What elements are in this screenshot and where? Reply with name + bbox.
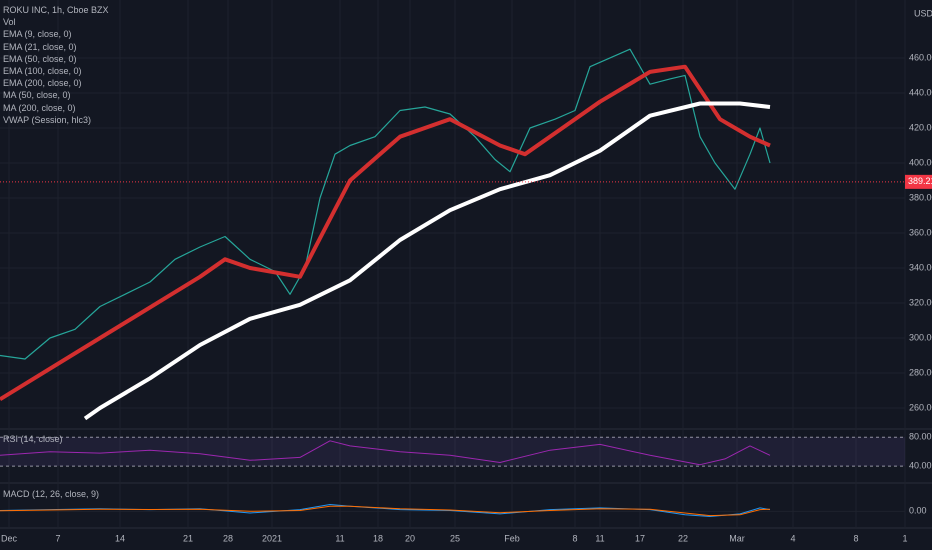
x-tick-label: 1 [902,533,907,543]
y-tick-label: 400.00 [909,157,932,167]
indicator: Vol [3,17,16,28]
y-tick-label: 260.00 [909,402,932,412]
x-tick-label: 2021 [262,533,282,543]
x-tick-label: Feb [504,533,520,543]
series-line [0,504,771,517]
last-price-label: 389.21 [908,176,932,186]
series-line [0,505,771,517]
x-tick-label: 18 [373,533,383,543]
y-tick-label: 320.00 [909,297,932,307]
y-tick-label: 280.00 [909,367,932,377]
x-tick-label: Mar [729,533,745,543]
indicator: MA (200, close, 0) [3,102,76,113]
indicator: EMA (100, close, 0) [3,66,82,77]
indicator: EMA (200, close, 0) [3,78,82,89]
rsi-band [0,437,905,467]
x-tick-label: 20 [405,533,415,543]
y-tick-label: 340.00 [909,262,932,272]
y-tick-label: 300.00 [909,332,932,342]
series-line [0,48,771,360]
series-line [0,440,771,466]
x-tick-label: 14 [115,533,125,543]
x-tick-label: 8 [853,533,858,543]
x-tick-label: 22 [678,533,688,543]
x-tick-label: 11 [335,533,344,543]
indicator: EMA (21, close, 0) [3,41,77,52]
indicator: EMA (50, close, 0) [3,53,77,64]
y-tick-label: 40.00 [909,460,932,470]
x-tick-label: 8 [572,533,577,543]
y-tick-label: 460.00 [909,52,932,62]
y-tick-label: 0.00 [909,506,927,516]
y-tick-label: 360.00 [909,227,932,237]
last-price-box [905,174,932,189]
x-tick-label: 17 [635,533,645,543]
indicator: MA (50, close, 0) [3,90,71,101]
currency-label: USD [914,8,932,18]
legend: ROKU INC, 1h, Cboe BZX Vol EMA (9, close… [3,4,109,126]
indicator: VWAP (Session, hlc3) [3,114,92,125]
series-line [0,64,771,402]
y-tick-label: 440.00 [909,87,932,97]
x-tick-label: 21 [183,533,193,543]
x-tick-label: 4 [790,533,795,543]
series-line [83,101,771,421]
symbol-title: ROKU INC, 1h, Cboe BZX [3,5,109,15]
y-tick-label: 380.00 [909,192,932,202]
x-tick-label: 7 [55,533,60,543]
x-tick-label: 11 [595,533,604,543]
x-tick-label: 28 [223,533,233,543]
indicator: EMA (9, close, 0) [3,29,72,40]
y-tick-label: 420.00 [909,122,932,132]
y-tick-label: 80.00 [909,432,932,442]
x-tick-label: 25 [450,533,460,543]
x-tick-label: Dec [1,533,18,543]
macd-title: MACD (12, 26, close, 9) [3,489,100,499]
rsi-title: RSI (14, close) [3,434,63,444]
